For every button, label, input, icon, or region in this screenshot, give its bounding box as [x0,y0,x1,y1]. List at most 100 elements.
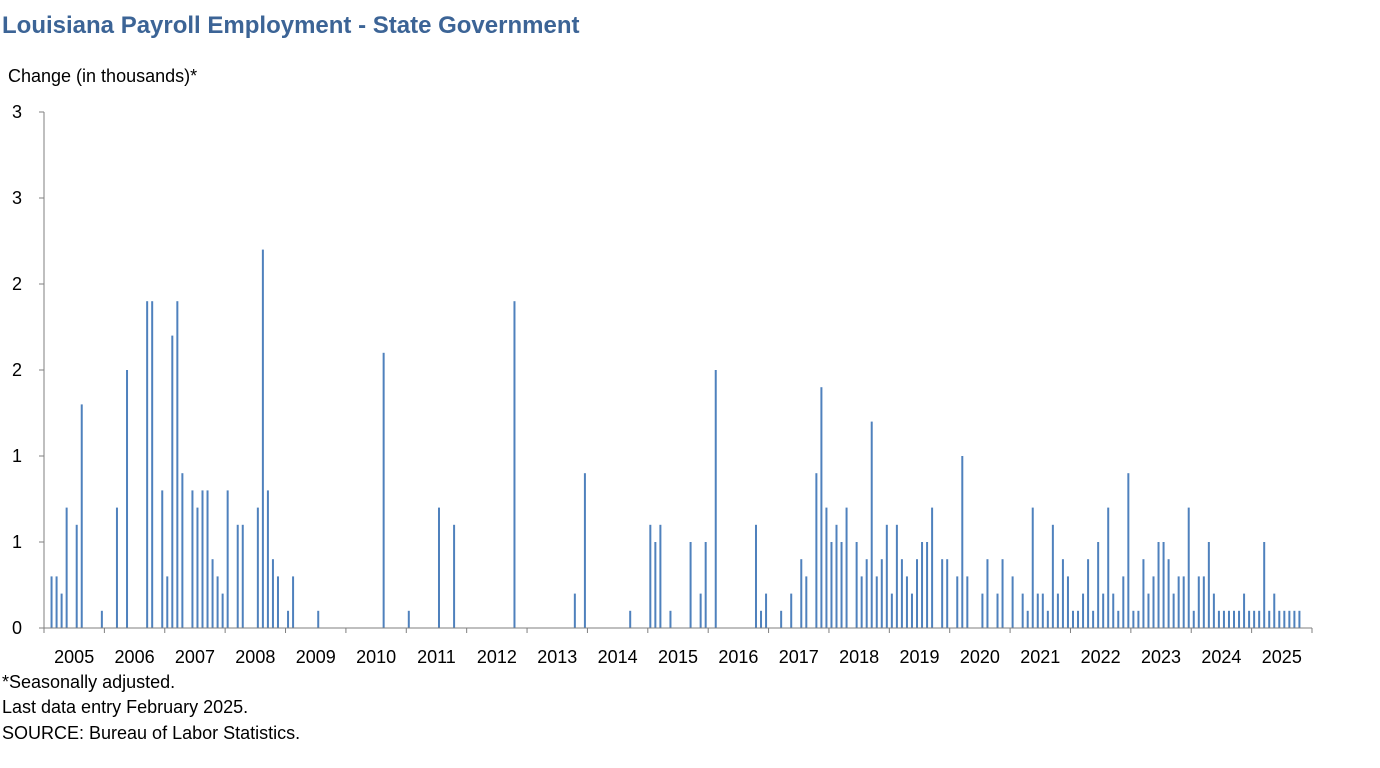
bar [1152,576,1155,628]
bar [1021,593,1024,628]
bar [885,524,888,628]
bar [211,559,214,628]
bar [1011,576,1014,628]
bar [1258,610,1261,628]
bar [905,576,908,628]
bar [840,542,843,628]
bar [704,542,707,628]
bar [1263,542,1266,628]
bar [1273,593,1276,628]
bar [1167,559,1170,628]
bar [1097,542,1100,628]
bar [875,576,878,628]
note-seasonally-adjusted: *Seasonally adjusted. [2,672,176,692]
bar [845,507,848,628]
bar [689,542,692,628]
bar [1001,559,1004,628]
bar [146,301,149,628]
bar [1036,593,1039,628]
bar [780,610,783,628]
bar [910,593,913,628]
bar [50,576,53,628]
bar [75,524,78,628]
bar [966,576,969,628]
bar [292,576,295,628]
y-axis-label: Change (in thousands)* [8,66,198,86]
y-tick-label: 1 [12,446,22,466]
bar [1233,610,1236,628]
x-tick-label: 2010 [356,647,396,667]
bar [241,524,244,628]
x-tick-label: 2025 [1262,647,1302,667]
bar [855,542,858,628]
bar [1172,593,1175,628]
bar [860,576,863,628]
bar [1222,610,1225,628]
bar [800,559,803,628]
bar [206,490,209,628]
bar [1248,610,1251,628]
bar [453,524,456,628]
x-tick-label: 2023 [1141,647,1181,667]
bar [1122,576,1125,628]
bar [1026,610,1029,628]
bar [1202,576,1205,628]
bar [790,593,793,628]
bar [1132,610,1135,628]
bar [629,610,632,628]
bar [825,507,828,628]
bar [201,490,204,628]
x-tick-label: 2014 [598,647,638,667]
bar [1092,610,1095,628]
bar [1127,473,1130,628]
bar [171,335,174,628]
bar [986,559,989,628]
x-tick-label: 2016 [718,647,758,667]
x-tick-label: 2022 [1081,647,1121,667]
bar [65,507,68,628]
bar [815,473,818,628]
bar [1192,610,1195,628]
bar [981,593,984,628]
bar [1197,576,1200,628]
bar [60,593,63,628]
bar [900,559,903,628]
x-tick-label: 2012 [477,647,517,667]
bar [835,524,838,628]
bar [115,507,118,628]
y-tick-label: 2 [12,360,22,380]
bar [236,524,239,628]
bar [1157,542,1160,628]
y-tick-label: 3 [12,102,22,122]
x-tick-label: 2021 [1020,647,1060,667]
bar [1082,593,1085,628]
bar [946,559,949,628]
bar [760,610,763,628]
bar [261,249,264,628]
bar [1046,610,1049,628]
bar [1031,507,1034,628]
bar [266,490,269,628]
bar [921,542,924,628]
bar [221,593,224,628]
bar [1137,610,1140,628]
bar [916,559,919,628]
y-tick-label: 0 [12,618,22,638]
bar [830,542,833,628]
bar [1207,542,1210,628]
bar [714,370,717,628]
bar [895,524,898,628]
bar [699,593,702,628]
bar [151,301,154,628]
y-tick-label: 2 [12,274,22,294]
bar [317,610,320,628]
x-tick-label: 2006 [115,647,155,667]
x-tick-label: 2020 [960,647,1000,667]
bar [1162,542,1165,628]
bar [256,507,259,628]
bar [1177,576,1180,628]
bar [1041,593,1044,628]
bar [80,404,83,628]
bar [659,524,662,628]
